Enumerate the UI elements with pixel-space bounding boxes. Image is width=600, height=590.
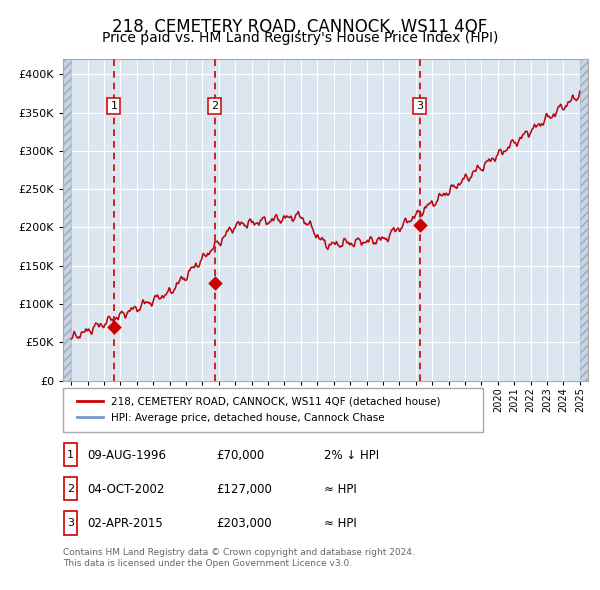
Legend: 218, CEMETERY ROAD, CANNOCK, WS11 4QF (detached house), HPI: Average price, deta: 218, CEMETERY ROAD, CANNOCK, WS11 4QF (d…	[73, 393, 445, 427]
Text: 3: 3	[67, 518, 74, 528]
FancyBboxPatch shape	[64, 443, 77, 466]
Text: 1: 1	[110, 101, 118, 110]
Text: Price paid vs. HM Land Registry's House Price Index (HPI): Price paid vs. HM Land Registry's House …	[102, 31, 498, 45]
FancyBboxPatch shape	[64, 512, 77, 535]
Text: 04-OCT-2002: 04-OCT-2002	[87, 483, 164, 496]
Text: 2% ↓ HPI: 2% ↓ HPI	[324, 449, 379, 462]
Polygon shape	[63, 59, 71, 381]
Point	[109, 322, 119, 332]
Text: 2: 2	[211, 101, 218, 110]
Text: £70,000: £70,000	[216, 449, 264, 462]
Text: 09-AUG-1996: 09-AUG-1996	[87, 449, 166, 462]
Text: 02-APR-2015: 02-APR-2015	[87, 517, 163, 530]
Text: 3: 3	[416, 101, 424, 110]
Text: ≈ HPI: ≈ HPI	[324, 483, 357, 496]
Point	[210, 278, 220, 288]
Text: 1: 1	[67, 450, 74, 460]
Text: £127,000: £127,000	[216, 483, 272, 496]
Text: £203,000: £203,000	[216, 517, 272, 530]
Text: Contains HM Land Registry data © Crown copyright and database right 2024.
This d: Contains HM Land Registry data © Crown c…	[63, 548, 415, 568]
Polygon shape	[580, 59, 588, 381]
FancyBboxPatch shape	[64, 477, 77, 500]
Point	[415, 221, 425, 230]
Text: 218, CEMETERY ROAD, CANNOCK, WS11 4QF: 218, CEMETERY ROAD, CANNOCK, WS11 4QF	[112, 18, 488, 36]
Text: 2: 2	[67, 484, 74, 494]
Text: ≈ HPI: ≈ HPI	[324, 517, 357, 530]
FancyBboxPatch shape	[63, 388, 483, 432]
